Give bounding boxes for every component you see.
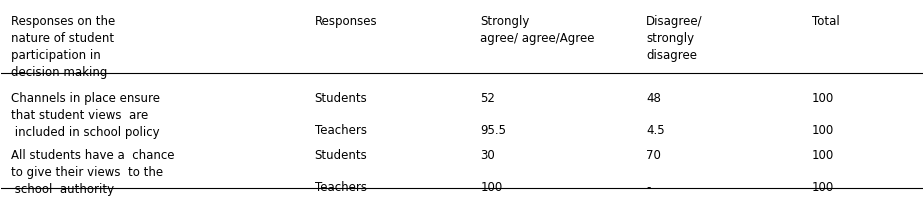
Text: 100: 100: [812, 124, 834, 137]
Text: 100: 100: [812, 92, 834, 105]
Text: Students: Students: [314, 149, 368, 162]
Text: Responses: Responses: [314, 15, 377, 28]
Text: 4.5: 4.5: [646, 124, 665, 137]
Text: Teachers: Teachers: [314, 124, 367, 137]
Text: All students have a  chance
to give their views  to the
 school  authority: All students have a chance to give their…: [10, 149, 174, 196]
Text: 100: 100: [812, 149, 834, 162]
Text: 48: 48: [646, 92, 661, 105]
Text: 70: 70: [646, 149, 661, 162]
Text: 100: 100: [812, 181, 834, 194]
Text: Channels in place ensure
that student views  are
 included in school policy: Channels in place ensure that student vi…: [10, 92, 160, 139]
Text: Disagree/
strongly
disagree: Disagree/ strongly disagree: [646, 15, 703, 62]
Text: 52: 52: [480, 92, 495, 105]
Text: 100: 100: [480, 181, 503, 194]
Text: 30: 30: [480, 149, 495, 162]
Text: Students: Students: [314, 92, 368, 105]
Text: Total: Total: [812, 15, 840, 28]
Text: Teachers: Teachers: [314, 181, 367, 194]
Text: -: -: [646, 181, 650, 194]
Text: Strongly
agree/ agree/Agree: Strongly agree/ agree/Agree: [480, 15, 595, 45]
Text: Responses on the
nature of student
participation in
decision making: Responses on the nature of student parti…: [10, 15, 115, 79]
Text: 95.5: 95.5: [480, 124, 506, 137]
